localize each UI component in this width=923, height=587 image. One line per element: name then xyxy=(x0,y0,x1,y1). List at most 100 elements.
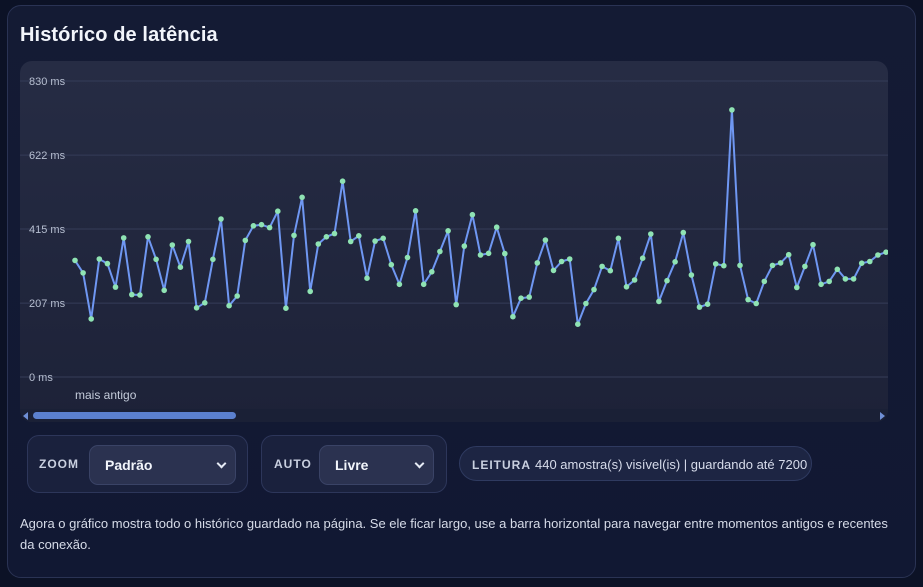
data-point xyxy=(493,224,500,230)
data-point xyxy=(615,235,622,242)
data-point xyxy=(721,262,727,269)
data-point xyxy=(558,258,565,265)
data-point xyxy=(202,300,208,306)
data-point xyxy=(729,107,735,113)
data-point xyxy=(575,321,581,328)
data-point xyxy=(331,230,338,237)
data-point xyxy=(104,260,111,267)
auto-select[interactable]: Livre xyxy=(319,445,434,485)
data-point xyxy=(234,293,240,299)
data-point xyxy=(129,291,135,298)
data-point xyxy=(291,232,297,239)
data-point xyxy=(518,295,524,301)
data-point xyxy=(112,284,119,290)
data-point xyxy=(161,287,167,294)
data-point xyxy=(420,281,427,288)
data-point xyxy=(583,300,589,307)
data-point xyxy=(550,267,557,274)
data-point xyxy=(802,263,808,270)
data-point xyxy=(153,256,159,263)
page-title: Histórico de latência xyxy=(20,24,218,46)
data-point xyxy=(145,234,151,240)
data-point xyxy=(356,233,362,239)
data-point xyxy=(712,261,719,267)
zoom-select[interactable]: Padrão xyxy=(89,445,236,485)
data-point xyxy=(437,248,443,255)
scroll-left-arrow-icon[interactable] xyxy=(23,412,28,420)
horizontal-scrollbar[interactable] xyxy=(20,409,888,422)
data-point xyxy=(737,262,743,269)
data-point xyxy=(753,300,759,307)
data-point xyxy=(631,277,638,283)
data-point xyxy=(169,242,176,248)
auto-control: AUTO Livre xyxy=(261,435,447,493)
data-point xyxy=(794,284,800,291)
chevron-down-icon xyxy=(216,458,227,469)
y-tick-label: 0 ms xyxy=(29,372,53,384)
reading-label: LEITURA xyxy=(472,458,531,472)
data-point xyxy=(72,257,78,264)
data-point xyxy=(858,260,865,266)
data-point xyxy=(704,301,711,307)
data-point xyxy=(883,249,888,255)
scrollbar-thumb[interactable] xyxy=(33,412,236,419)
data-point xyxy=(242,237,249,244)
data-point xyxy=(347,238,354,245)
data-point xyxy=(372,238,378,244)
data-point xyxy=(258,221,265,228)
scroll-right-arrow-icon[interactable] xyxy=(880,412,885,420)
data-point xyxy=(526,294,532,300)
oldest-marker-label: mais antigo xyxy=(75,388,137,402)
reading-text: 440 amostra(s) visível(is) | guardando a… xyxy=(535,457,808,472)
data-point xyxy=(388,261,395,268)
data-point xyxy=(542,237,549,243)
data-point xyxy=(485,250,492,257)
data-point xyxy=(502,250,508,257)
data-point xyxy=(396,281,403,288)
data-point xyxy=(761,278,768,285)
data-point xyxy=(534,260,541,266)
data-point xyxy=(210,256,216,263)
data-point xyxy=(688,272,695,278)
data-point xyxy=(656,298,662,305)
data-point xyxy=(226,302,232,309)
chart-svg: 830 ms 622 ms 415 ms 207 ms 0 ms mais antigo xyxy=(20,76,888,402)
data-point xyxy=(875,252,881,258)
data-point xyxy=(323,234,330,240)
data-point xyxy=(648,231,654,237)
data-point xyxy=(696,304,703,310)
data-point xyxy=(623,284,630,290)
data-point xyxy=(412,208,419,214)
data-point xyxy=(404,254,411,261)
data-point xyxy=(591,286,597,293)
zoom-control: ZOOM Padrão xyxy=(27,435,248,493)
data-point xyxy=(664,277,670,284)
data-point xyxy=(639,255,646,261)
data-point xyxy=(429,269,435,275)
data-point xyxy=(745,296,751,303)
data-point xyxy=(810,241,816,248)
data-point xyxy=(177,264,184,270)
reading-badge: LEITURA 440 amostra(s) visível(is) | gua… xyxy=(459,446,812,481)
latency-chart[interactable]: 830 ms 622 ms 415 ms 207 ms 0 ms mais antigo xyxy=(20,61,888,422)
data-point xyxy=(834,266,841,273)
latency-series-line xyxy=(74,108,888,326)
auto-select-value: Livre xyxy=(335,457,369,473)
data-point xyxy=(672,259,678,265)
data-point xyxy=(599,263,605,270)
data-point xyxy=(88,316,94,322)
data-point xyxy=(283,305,289,311)
data-point xyxy=(193,305,200,311)
y-tick-label: 830 ms xyxy=(29,76,66,88)
y-tick-label: 622 ms xyxy=(29,150,66,162)
data-point xyxy=(275,208,281,214)
chart-description: Agora o gráfico mostra todo o histórico … xyxy=(20,516,888,552)
data-point xyxy=(96,256,103,262)
data-point xyxy=(477,252,484,258)
data-point xyxy=(218,216,224,222)
zoom-select-value: Padrão xyxy=(105,457,153,473)
data-point xyxy=(826,278,832,285)
data-point xyxy=(867,258,873,265)
data-point xyxy=(445,228,451,234)
y-tick-label: 415 ms xyxy=(29,224,66,236)
